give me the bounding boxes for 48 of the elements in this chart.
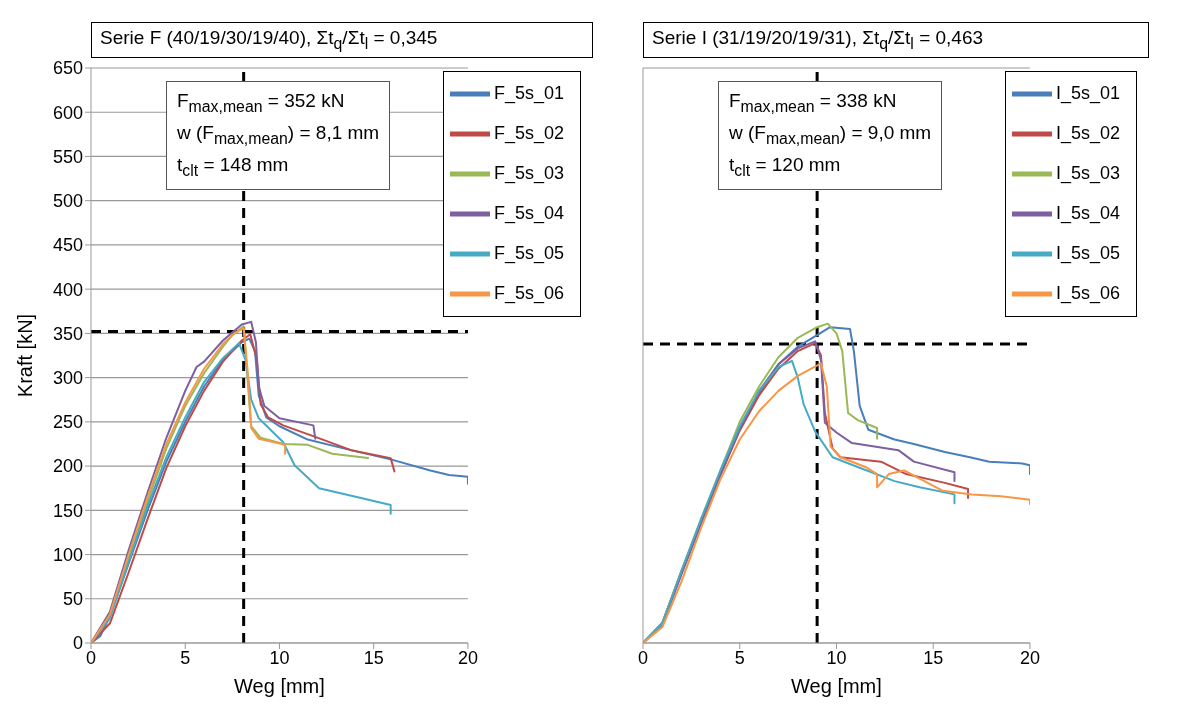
y-tick-label: 200: [52, 456, 83, 477]
legend-label: I_5s_03: [1055, 162, 1120, 183]
y-tick-label: 250: [52, 412, 83, 433]
legend-label: I_5s_01: [1055, 82, 1120, 103]
x-tick-label: 20: [1019, 647, 1040, 668]
annotation: F$_{max,mean}$ = 352 kN: [177, 89, 346, 117]
x-tick-label: 5: [180, 647, 191, 668]
y-tick-label: 300: [52, 368, 83, 389]
chart-title: Serie F (40/19/30/19/40), Σt$_{q}$/Σt$_{l}$ = 0,345: [91, 22, 594, 58]
annotation: F$_{max,mean}$ = 338 kN: [729, 89, 898, 117]
chart-title: Serie I (31/19/20/19/31), Σt$_{q}$/Σt$_{l}$ = 0,463: [643, 22, 1149, 58]
y-tick-label: 550: [52, 146, 83, 167]
x-axis-title: Weg [mm]: [234, 675, 325, 697]
y-tick-label: 100: [52, 544, 83, 565]
y-tick-label: 650: [52, 58, 83, 79]
legend-label: I_5s_06: [1055, 282, 1120, 303]
legend-label: I_5s_04: [1055, 202, 1120, 223]
annotation: w (F$_{max,mean}$) = 8,1 mm: [177, 120, 380, 149]
legend-label: F_5s_04: [493, 202, 564, 223]
legend-label: F_5s_05: [493, 242, 564, 263]
y-tick-label: 350: [52, 323, 83, 344]
annotation: t$_{clt}$ = 148 mm: [177, 152, 290, 181]
legend-label: F_5s_01: [493, 82, 564, 103]
x-tick-label: 10: [826, 647, 847, 668]
annotation: w (F$_{max,mean}$) = 9,0 mm: [729, 120, 932, 149]
annotation: t$_{clt}$ = 120 mm: [729, 152, 842, 181]
x-tick-label: 20: [457, 647, 478, 668]
legend-label: F_5s_03: [493, 162, 564, 183]
x-axis-title: Weg [mm]: [791, 675, 882, 697]
x-tick-label: 15: [923, 647, 944, 668]
legend-label: I_5s_02: [1055, 122, 1120, 143]
y-tick-label: 600: [52, 102, 83, 123]
x-tick-label: 10: [269, 647, 290, 668]
x-tick-label: 0: [637, 647, 649, 668]
x-tick-label: 15: [363, 647, 384, 668]
x-tick-label: 5: [734, 647, 745, 668]
x-tick-label: 0: [85, 647, 97, 668]
y-tick-label: 0: [72, 633, 83, 654]
y-tick-label: 500: [52, 191, 83, 212]
legend-label: F_5s_06: [493, 282, 564, 303]
y-tick-label: 150: [52, 500, 83, 521]
legend-label: F_5s_02: [493, 122, 564, 143]
y-axis-title: Kraft [kN]: [14, 313, 37, 398]
y-tick-label: 50: [62, 589, 83, 610]
legend-label: I_5s_05: [1055, 242, 1120, 263]
y-tick-label: 450: [52, 235, 83, 256]
y-tick-label: 400: [52, 279, 83, 300]
line-series: [91, 327, 287, 643]
